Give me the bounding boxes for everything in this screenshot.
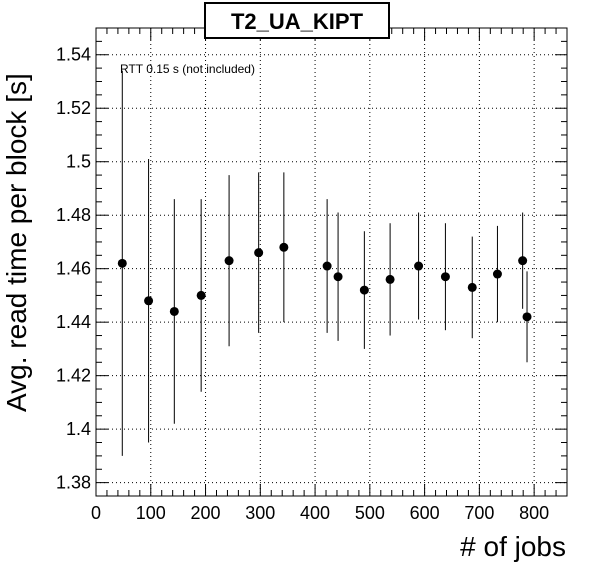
data-point bbox=[440, 272, 450, 282]
data-point bbox=[467, 282, 477, 292]
tick-label-layer: 0 100 200 300 400 500 600 700 800 1.38 1.4 1.42 1.44… bbox=[56, 45, 549, 523]
data-point bbox=[279, 242, 289, 252]
x-tick-label: 100 bbox=[136, 503, 166, 523]
data-point bbox=[196, 290, 206, 300]
data-layer bbox=[117, 70, 532, 456]
y-tick-label: 1.42 bbox=[56, 366, 91, 386]
title-box bbox=[204, 2, 390, 39]
data-point bbox=[254, 248, 264, 258]
rtt-annotation: RTT 0.15 s (not included) bbox=[120, 62, 255, 76]
data-point bbox=[414, 261, 424, 271]
x-tick-label: 500 bbox=[355, 503, 385, 523]
x-tick-label: 300 bbox=[245, 503, 275, 523]
data-point bbox=[117, 258, 127, 268]
data-point bbox=[492, 269, 502, 279]
data-point bbox=[333, 272, 343, 282]
y-tick-label: 1.5 bbox=[66, 152, 91, 172]
y-tick-label: 1.38 bbox=[56, 473, 91, 493]
x-tick-label: 600 bbox=[410, 503, 440, 523]
grid-layer bbox=[95, 28, 567, 496]
data-point bbox=[385, 274, 395, 284]
data-point bbox=[144, 296, 154, 306]
y-tick-label: 1.54 bbox=[56, 45, 91, 65]
plot-frame bbox=[95, 27, 568, 497]
data-point bbox=[518, 256, 528, 266]
data-point bbox=[169, 306, 179, 316]
x-tick-label: 700 bbox=[464, 503, 494, 523]
y-tick-label: 1.52 bbox=[56, 98, 91, 118]
x-tick-label: 200 bbox=[191, 503, 221, 523]
x-tick-label: 800 bbox=[519, 503, 549, 523]
y-tick-label: 1.48 bbox=[56, 205, 91, 225]
y-tick-label: 1.44 bbox=[56, 312, 91, 332]
y-tick-label: 1.4 bbox=[66, 419, 91, 439]
x-tick-label: 400 bbox=[300, 503, 330, 523]
x-tick-label: 0 bbox=[91, 503, 101, 523]
data-point bbox=[359, 285, 369, 295]
x-axis-title: # of jobs bbox=[460, 531, 566, 562]
data-point bbox=[322, 261, 332, 271]
chart-title: T2_UA_KIPT bbox=[231, 9, 364, 34]
y-axis-title: Avg. read time per block [s] bbox=[1, 73, 32, 412]
data-point bbox=[522, 312, 532, 322]
tick-layer bbox=[95, 27, 567, 497]
data-point bbox=[224, 256, 234, 266]
y-tick-label: 1.46 bbox=[56, 259, 91, 279]
